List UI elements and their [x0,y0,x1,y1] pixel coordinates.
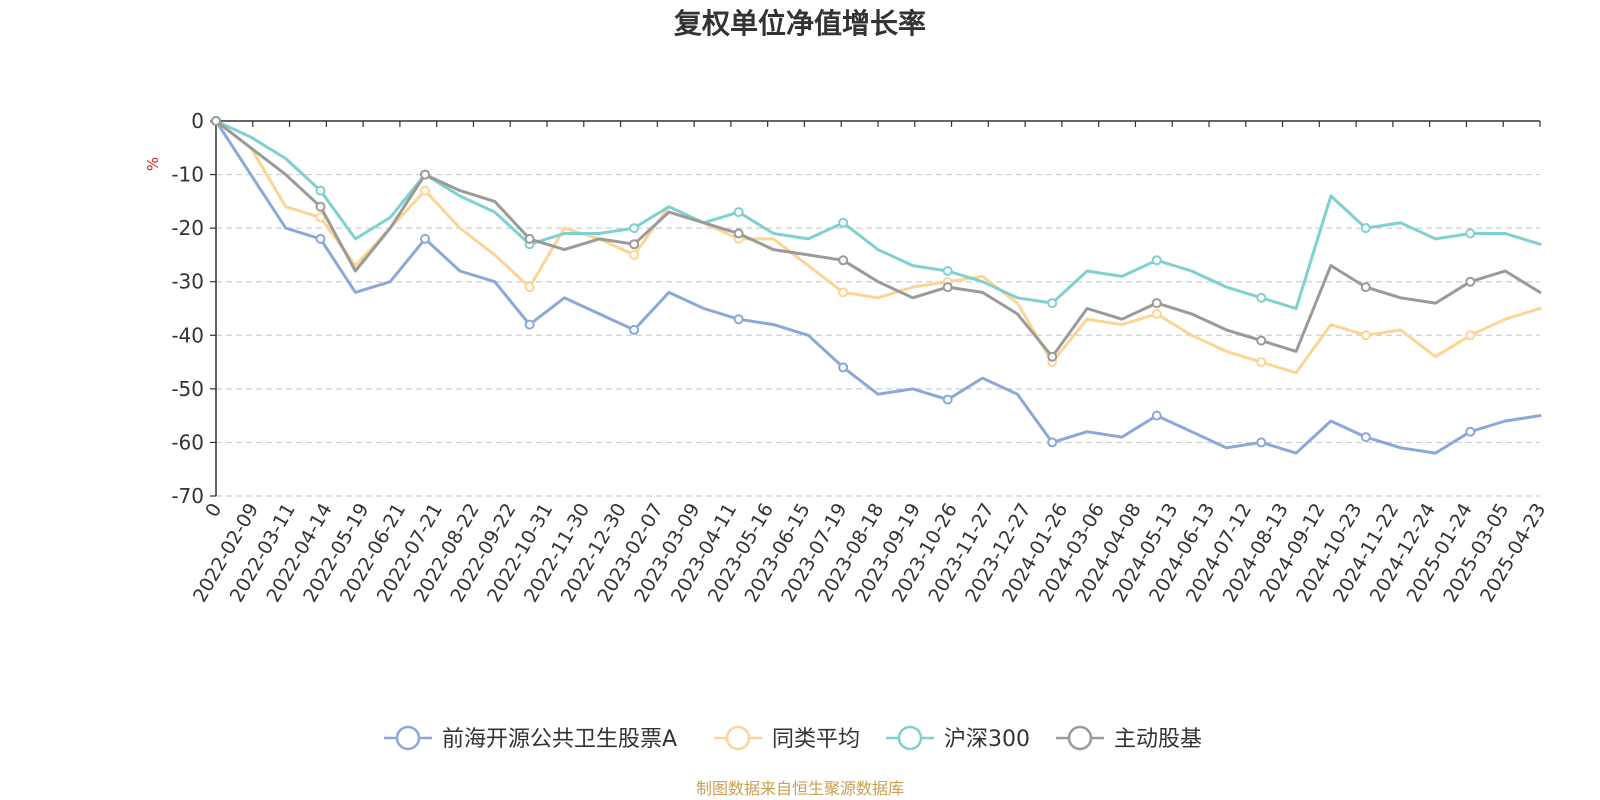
y-tick-label: -60 [171,430,204,454]
y-tick-label: -10 [171,163,204,187]
data-point [1465,426,1476,437]
data-point [1360,330,1371,341]
data-point [838,217,849,228]
data-point [1256,292,1267,303]
data-point [1151,410,1162,421]
y-tick-label: -40 [171,323,204,347]
data-point [315,212,326,223]
series-line-1 [214,119,1542,375]
data-point [942,266,953,276]
data-point [1360,282,1371,293]
legend-circle-icon [395,725,421,751]
data-point [524,233,535,244]
data-point [733,314,744,325]
data-point [1465,276,1476,287]
data-point [733,228,744,239]
legend-item[interactable]: 沪深300 [886,725,1030,752]
series-line-2 [214,119,1542,310]
data-point [629,239,640,250]
data-point [315,233,326,244]
legend: 前海开源公共卫生股票A 同类平均 沪深300 主动股基 [384,725,1202,752]
source-note: 制图数据来自恒生聚源数据库 [696,779,904,798]
data-point [1047,437,1058,448]
data-point [838,362,849,373]
data-point [1151,308,1162,319]
data-point [942,394,953,405]
data-point [420,233,431,244]
axes: 0-10-20-30-40-50-60-7002022-02-092022-03… [171,109,1550,606]
data-point [838,255,849,266]
data-point [1465,330,1476,341]
data-point [524,319,535,330]
legend-label: 沪深300 [944,727,1030,752]
data-point [629,324,640,335]
data-point [629,223,640,234]
legend-item[interactable]: 同类平均 [714,725,860,752]
legend-circle-icon [897,725,923,751]
series-lines [211,116,1542,455]
data-point [1151,298,1162,309]
y-axis-unit: % [144,157,162,171]
legend-label: 同类平均 [772,727,860,752]
series-line-0 [214,119,1542,455]
data-point [733,207,744,218]
legend-label: 前海开源公共卫生股票A [442,727,677,752]
data-point [420,185,431,196]
data-point [420,169,431,180]
data-point [942,282,953,293]
data-point [1360,432,1371,443]
y-tick-label: -50 [171,377,204,401]
legend-circle-icon [1067,725,1093,751]
data-point [524,282,535,293]
y-tick-label: -70 [171,484,204,508]
legend-label: 主动股基 [1114,727,1202,752]
data-point [315,201,326,212]
grid-lines [216,173,1540,497]
data-point [838,287,849,298]
data-point [1047,298,1058,309]
legend-item[interactable]: 前海开源公共卫生股票A [384,725,677,752]
series-line-3 [214,119,1542,359]
data-point [1256,437,1267,448]
data-point [629,249,640,260]
data-point [211,116,221,126]
legend-item[interactable]: 主动股基 [1056,725,1202,752]
legend-circle-icon [725,725,751,751]
data-point [1151,255,1162,266]
chart-title: 复权单位净值增长率 [674,7,926,40]
data-point [1256,335,1267,346]
x-tick-label: 0 [201,500,226,521]
data-point [1465,228,1476,239]
y-tick-label: -30 [171,270,204,294]
data-point [1256,357,1267,368]
y-tick-label: 0 [191,109,204,133]
data-point [315,185,326,196]
data-point [1047,351,1058,362]
data-point [1360,223,1371,234]
y-tick-label: -20 [171,216,204,240]
